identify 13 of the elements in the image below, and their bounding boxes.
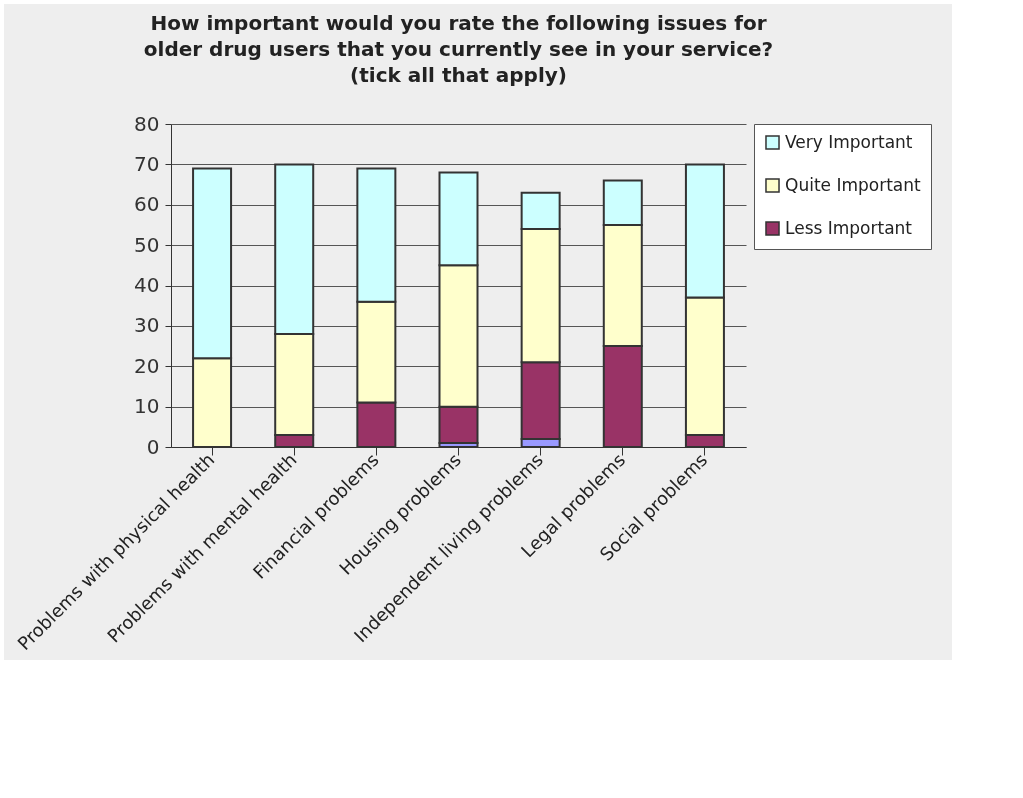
y-tick-label: 30 xyxy=(134,313,160,338)
y-tick-label: 80 xyxy=(134,111,160,136)
y-tick-label: 0 xyxy=(146,434,160,459)
y-tick-label: 50 xyxy=(134,232,160,257)
chart-title: How important would you rate the following issues for older drug users that you currently see in your service? (tick all that apply) xyxy=(143,11,774,87)
y-tick-label: 60 xyxy=(134,192,160,217)
legend-label: Quite Important xyxy=(785,174,922,195)
y-tick-label: 40 xyxy=(134,273,160,297)
y-tick-label: 20 xyxy=(134,353,160,378)
y-tick-label: 10 xyxy=(134,394,160,419)
legend-label: Less Important xyxy=(785,217,913,238)
legend-label: Very Important xyxy=(785,131,913,152)
y-tick-label: 70 xyxy=(134,151,160,176)
